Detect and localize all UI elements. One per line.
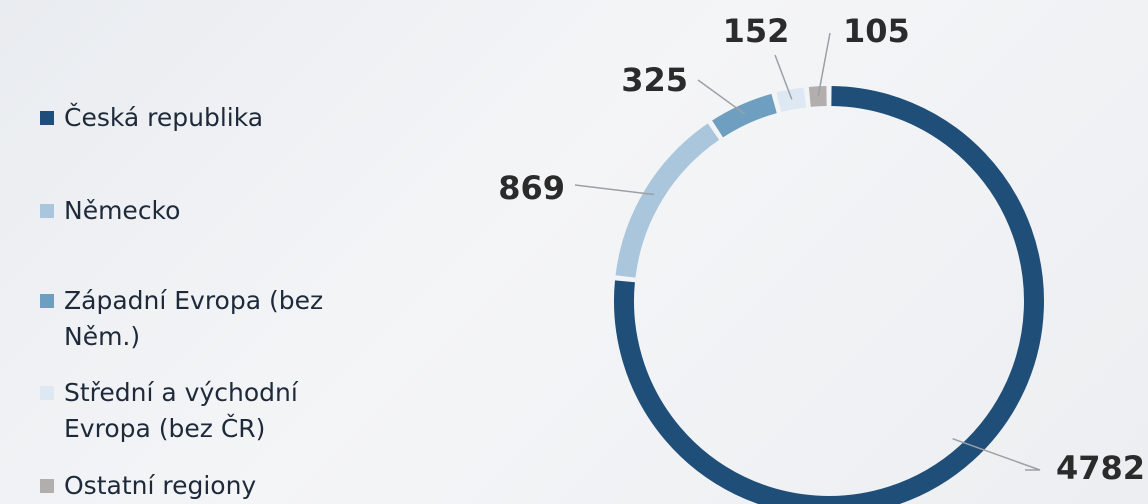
leader-line xyxy=(952,437,1041,471)
leader-line xyxy=(774,54,793,100)
legend-swatch xyxy=(40,386,54,400)
data-label: 325 xyxy=(621,61,688,99)
donut-segment xyxy=(615,123,720,278)
legend-item: Západní Evropa (bez Něm.) xyxy=(40,283,370,355)
legend-swatch xyxy=(40,204,54,218)
legend-label: Česká republika xyxy=(64,103,264,132)
donut-segment xyxy=(808,86,827,107)
data-label: 869 xyxy=(498,169,565,207)
legend-item: Německo xyxy=(40,193,370,229)
legend-swatch xyxy=(40,479,54,493)
donut-segment xyxy=(712,93,777,138)
leader-line xyxy=(574,184,654,196)
donut-segment xyxy=(614,86,1044,504)
legend-item: Česká republika xyxy=(40,100,370,136)
legend-item: Ostatní regiony xyxy=(40,468,370,504)
legend-swatch xyxy=(40,111,54,125)
legend-label: Západní Evropa (bez Něm.) xyxy=(64,286,324,351)
data-label: 4782 xyxy=(1056,449,1145,487)
legend-swatch xyxy=(40,294,54,308)
legend-label: Střední a východní Evropa (bez ČR) xyxy=(64,378,298,443)
donut-segment xyxy=(776,87,807,112)
leader-line xyxy=(817,32,831,97)
legend-item: Střední a východní Evropa (bez ČR) xyxy=(40,375,370,447)
legend-label: Ostatní regiony xyxy=(64,471,257,500)
data-label: 152 xyxy=(723,12,790,50)
data-label: 105 xyxy=(843,12,910,50)
legend-label: Německo xyxy=(64,196,181,225)
leader-line xyxy=(697,79,746,115)
